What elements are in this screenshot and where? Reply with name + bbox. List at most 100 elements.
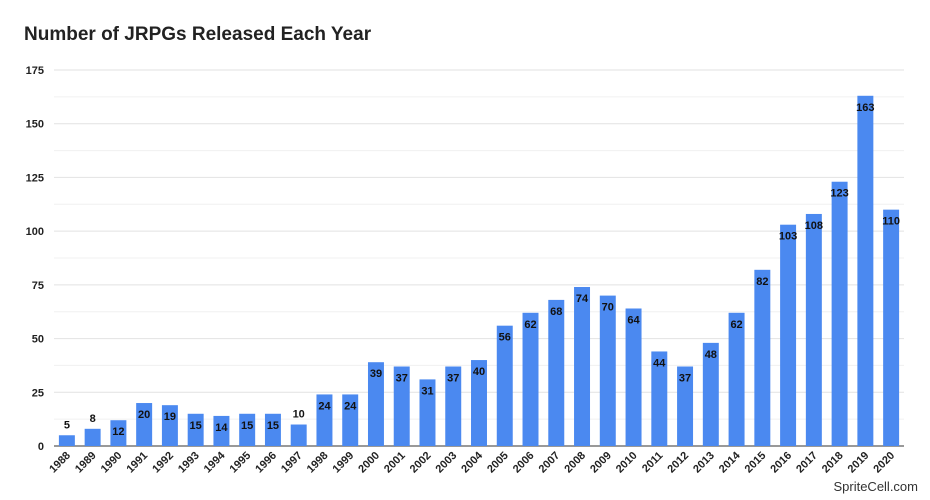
bar-2011 bbox=[651, 351, 668, 446]
data-label-1993: 15 bbox=[190, 420, 202, 432]
x-tick-label-2018: 2018 bbox=[820, 450, 846, 476]
data-label-1998: 24 bbox=[318, 400, 331, 412]
x-tick-label-2003: 2003 bbox=[434, 450, 460, 476]
x-tick-label-1996: 1996 bbox=[253, 450, 279, 476]
data-label-2009: 70 bbox=[602, 302, 614, 314]
x-tick-label-1993: 1993 bbox=[176, 450, 202, 476]
data-label-2003: 37 bbox=[447, 373, 459, 385]
data-label-2008: 74 bbox=[576, 293, 589, 305]
bar-2010 bbox=[625, 308, 642, 446]
x-tick-label-2002: 2002 bbox=[408, 450, 434, 476]
x-tick-label-1994: 1994 bbox=[202, 449, 228, 475]
data-label-2004: 40 bbox=[473, 366, 485, 378]
x-tick-label-2007: 2007 bbox=[537, 450, 563, 476]
bar-2016 bbox=[780, 224, 797, 446]
x-tick-label-2006: 2006 bbox=[511, 450, 537, 476]
x-tick-label-2005: 2005 bbox=[485, 450, 511, 476]
x-tick-label-2010: 2010 bbox=[614, 450, 640, 476]
data-label-2005: 56 bbox=[499, 332, 511, 344]
y-tick-label: 25 bbox=[32, 387, 44, 399]
x-tick-label-2011: 2011 bbox=[640, 450, 665, 475]
bar-2005 bbox=[496, 325, 513, 446]
x-tick-label-1992: 1992 bbox=[150, 450, 176, 476]
data-label-1997: 10 bbox=[293, 409, 305, 421]
bar-2017 bbox=[805, 213, 822, 446]
x-tick-label-1989: 1989 bbox=[73, 450, 99, 476]
bar-1988 bbox=[58, 435, 75, 446]
bar-2002 bbox=[419, 379, 436, 446]
bar-2003 bbox=[445, 366, 462, 446]
bar-2004 bbox=[471, 360, 487, 446]
data-label-1996: 15 bbox=[267, 420, 279, 432]
bar-1996 bbox=[264, 413, 281, 446]
data-label-2000: 39 bbox=[370, 368, 382, 380]
x-tick-label-1999: 1999 bbox=[331, 450, 357, 476]
y-tick-label: 175 bbox=[26, 65, 44, 77]
x-tick-label-2015: 2015 bbox=[743, 450, 769, 476]
x-tick-label-2008: 2008 bbox=[562, 450, 588, 476]
y-tick-label: 50 bbox=[32, 334, 44, 346]
bar-2014 bbox=[728, 312, 745, 446]
data-label-1994: 14 bbox=[215, 422, 228, 434]
bar-2020 bbox=[883, 209, 900, 446]
bar-1989 bbox=[84, 428, 101, 446]
bar-1994 bbox=[213, 415, 230, 446]
data-label-2018: 123 bbox=[830, 188, 848, 200]
bar-2000 bbox=[367, 362, 384, 446]
x-tick-label-2019: 2019 bbox=[846, 450, 872, 476]
x-tick-label-2013: 2013 bbox=[691, 450, 717, 476]
bar-2012 bbox=[677, 366, 694, 446]
bar-1998 bbox=[316, 394, 333, 446]
x-tick-label-1998: 1998 bbox=[305, 450, 331, 476]
x-tick-label-2001: 2001 bbox=[382, 450, 408, 476]
x-tick-label-2012: 2012 bbox=[665, 450, 691, 476]
bar-2018 bbox=[831, 181, 848, 446]
bar-1990 bbox=[110, 420, 127, 446]
bar-1997 bbox=[290, 424, 307, 446]
bar-2006 bbox=[522, 312, 539, 446]
y-tick-label: 0 bbox=[38, 441, 44, 453]
data-label-2020: 110 bbox=[882, 216, 900, 228]
data-label-2013: 48 bbox=[705, 349, 717, 361]
x-tick-label-2014: 2014 bbox=[717, 449, 743, 475]
x-tick-label-1991: 1991 bbox=[124, 450, 150, 476]
bar-2019 bbox=[857, 95, 874, 446]
data-label-1990: 12 bbox=[112, 426, 124, 438]
data-label-2015: 82 bbox=[756, 276, 768, 288]
x-tick-label-1988: 1988 bbox=[47, 450, 73, 476]
x-tick-label-2017: 2017 bbox=[794, 450, 820, 476]
x-tick-label-1997: 1997 bbox=[279, 450, 305, 476]
data-label-2006: 62 bbox=[524, 319, 536, 331]
y-tick-label: 150 bbox=[26, 119, 44, 131]
x-tick-label-1990: 1990 bbox=[99, 450, 125, 476]
x-tick-label-2000: 2000 bbox=[356, 450, 382, 476]
data-label-2011: 44 bbox=[653, 357, 666, 369]
data-label-1991: 20 bbox=[138, 409, 150, 421]
bar-1991 bbox=[136, 403, 153, 446]
source-credit: SpriteCell.com bbox=[833, 479, 918, 494]
data-label-2002: 31 bbox=[421, 385, 433, 397]
data-label-1999: 24 bbox=[344, 400, 357, 412]
data-label-2017: 108 bbox=[805, 220, 823, 232]
data-label-2010: 64 bbox=[627, 314, 640, 326]
bar-2007 bbox=[548, 299, 565, 446]
x-tick-label-2016: 2016 bbox=[768, 450, 794, 476]
data-label-1995: 15 bbox=[241, 420, 253, 432]
data-label-1988: 5 bbox=[64, 419, 70, 431]
y-tick-label: 75 bbox=[32, 280, 44, 292]
data-label-1992: 19 bbox=[164, 411, 176, 423]
y-tick-label: 100 bbox=[26, 226, 44, 238]
data-label-2001: 37 bbox=[396, 373, 408, 385]
bar-1992 bbox=[161, 405, 178, 446]
bar-1993 bbox=[187, 413, 204, 446]
x-tick-label-2020: 2020 bbox=[871, 450, 897, 476]
data-label-2007: 68 bbox=[550, 306, 562, 318]
chart-title: Number of JRPGs Released Each Year bbox=[24, 24, 372, 45]
bar-1999 bbox=[342, 394, 359, 446]
bar-2008 bbox=[574, 287, 591, 446]
x-tick-label-2009: 2009 bbox=[588, 450, 614, 476]
data-label-2012: 37 bbox=[679, 373, 691, 385]
data-label-2016: 103 bbox=[779, 231, 797, 243]
data-label-1989: 8 bbox=[90, 413, 96, 425]
